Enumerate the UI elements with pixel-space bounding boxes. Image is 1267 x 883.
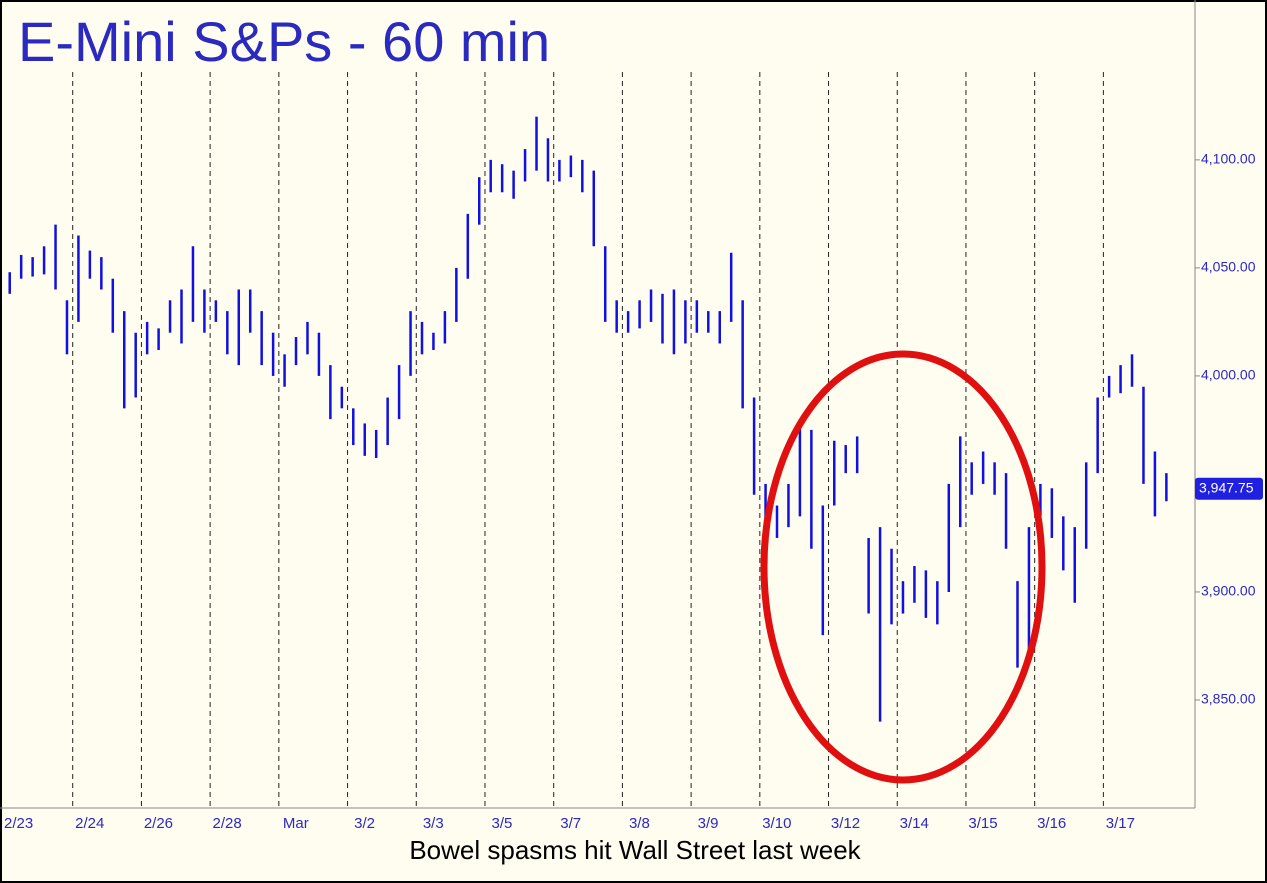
y-tick-label: 3,900.00 [1201, 583, 1256, 599]
chart-title: E-Mini S&Ps - 60 min [18, 10, 550, 73]
last-price-label: 3,947.75 [1199, 479, 1254, 495]
x-tick-label: 3/12 [831, 815, 860, 832]
x-tick-label: 2/28 [213, 815, 242, 832]
x-tick-label: 3/17 [1106, 815, 1135, 832]
x-tick-label: 3/14 [900, 815, 929, 832]
plot: 2/23 2/24 2/26 2/28 Mar 3/2 3/3 3/5 3/7 3/8 3/9 3/1… [4, 72, 1256, 832]
y-tick-label: 4,100.00 [1201, 151, 1256, 167]
x-tick-label: 2/24 [75, 815, 104, 832]
caption: Bowel spasms hit Wall Street last week [409, 835, 861, 865]
y-tick-label: 4,000.00 [1201, 367, 1256, 383]
x-tick-label: 3/10 [762, 815, 791, 832]
y-tick-label: 4,050.00 [1201, 259, 1256, 275]
x-tick-label: 3/3 [423, 815, 444, 832]
x-tick-label: 2/26 [144, 815, 173, 832]
x-tick-label: 3/15 [968, 815, 997, 832]
x-tick-label: 3/16 [1037, 815, 1066, 832]
x-tick-label: 2/23 [4, 815, 33, 832]
x-tick-label: 3/7 [560, 815, 581, 832]
x-tick-label: 3/2 [354, 815, 375, 832]
last-price-marker [1195, 477, 1263, 500]
x-tick-label: 3/9 [698, 815, 719, 832]
x-tick-label: Mar [283, 815, 309, 832]
x-tick-label: 3/5 [492, 815, 513, 832]
y-tick-label: 3,850.00 [1201, 691, 1256, 707]
x-tick-label: 3/8 [629, 815, 650, 832]
highlight-ellipse [760, 350, 1046, 784]
